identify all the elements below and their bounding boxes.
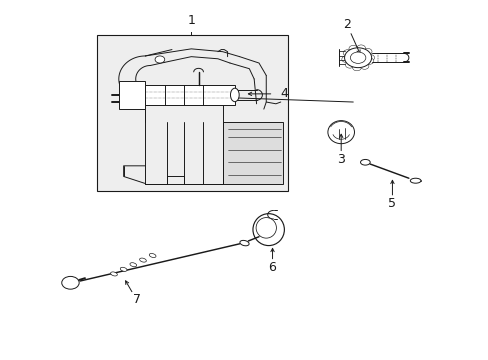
Bar <box>145 85 234 105</box>
Text: 5: 5 <box>387 197 396 210</box>
Text: 3: 3 <box>337 153 345 166</box>
Circle shape <box>344 48 371 68</box>
Ellipse shape <box>360 159 369 165</box>
Circle shape <box>365 58 373 64</box>
Circle shape <box>345 62 353 68</box>
Ellipse shape <box>140 258 146 262</box>
Circle shape <box>348 45 357 52</box>
Circle shape <box>61 276 79 289</box>
Ellipse shape <box>110 272 117 276</box>
Text: 2: 2 <box>343 18 350 31</box>
Circle shape <box>155 56 164 63</box>
Ellipse shape <box>256 217 276 238</box>
Ellipse shape <box>230 88 239 102</box>
Text: 1: 1 <box>187 14 195 27</box>
Ellipse shape <box>327 121 354 144</box>
Circle shape <box>365 54 374 61</box>
Text: 4: 4 <box>280 87 288 100</box>
Circle shape <box>360 63 368 69</box>
Ellipse shape <box>240 240 248 246</box>
Circle shape <box>343 50 351 56</box>
Text: 7: 7 <box>133 293 141 306</box>
Ellipse shape <box>130 263 136 267</box>
Circle shape <box>356 45 365 51</box>
Circle shape <box>350 52 365 63</box>
Circle shape <box>352 64 361 71</box>
Ellipse shape <box>409 178 420 183</box>
Ellipse shape <box>149 253 156 257</box>
Bar <box>223 122 283 184</box>
Ellipse shape <box>252 214 284 246</box>
Text: 6: 6 <box>268 261 276 274</box>
Circle shape <box>341 56 350 62</box>
Bar <box>119 81 145 109</box>
Circle shape <box>363 49 371 55</box>
Ellipse shape <box>120 267 127 271</box>
Bar <box>97 35 287 191</box>
